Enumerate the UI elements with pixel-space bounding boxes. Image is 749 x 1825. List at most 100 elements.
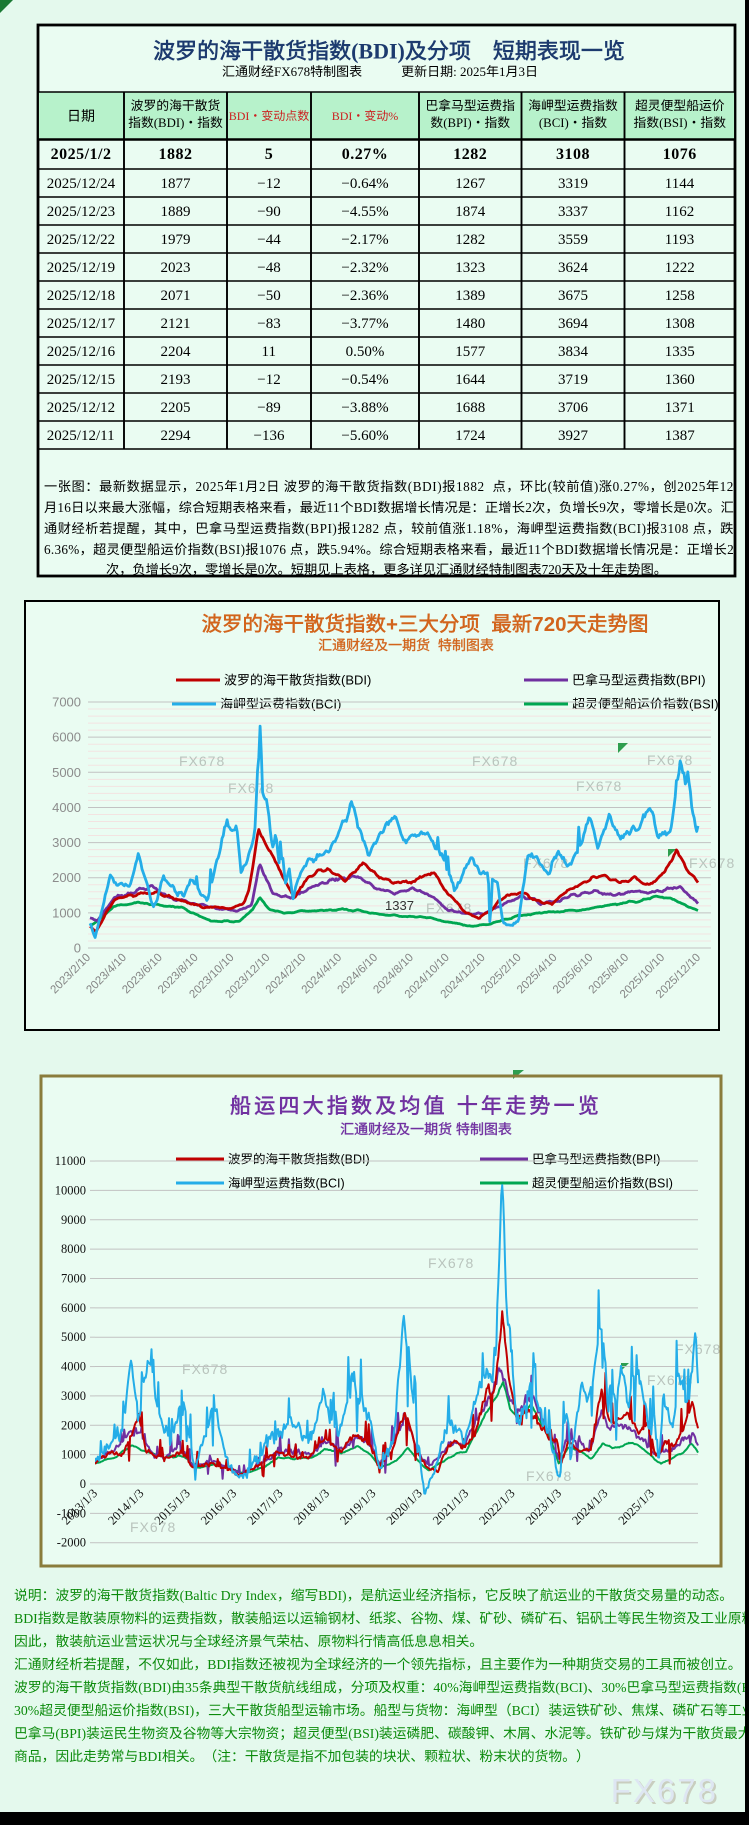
svg-text:3108: 3108 — [660, 521, 689, 536]
svg-text:3319: 3319 — [558, 176, 588, 192]
svg-text:1000: 1000 — [52, 905, 81, 920]
svg-text:4000: 4000 — [61, 1360, 86, 1374]
svg-text:1577: 1577 — [455, 344, 486, 360]
svg-text:(BSI): (BSI) — [164, 1703, 195, 1719]
svg-text:1889: 1889 — [161, 204, 191, 220]
svg-text:FX678: FX678 — [526, 1468, 572, 1484]
svg-text:−12: −12 — [257, 176, 280, 192]
svg-text:11: 11 — [528, 542, 541, 557]
svg-text:−2.32%: −2.32% — [341, 260, 388, 276]
svg-text:2071: 2071 — [161, 288, 191, 304]
svg-text:4000: 4000 — [52, 800, 81, 815]
svg-text:1.18%: 1.18% — [466, 521, 503, 536]
svg-text:BDI: BDI — [555, 542, 579, 557]
svg-text:0.27%: 0.27% — [613, 479, 650, 494]
svg-text:−48: −48 — [257, 260, 280, 276]
svg-text:FX678: FX678 — [179, 753, 225, 769]
svg-text:2025: 2025 — [677, 479, 706, 494]
svg-text:8000: 8000 — [61, 1242, 86, 1256]
svg-text:(BCI): (BCI) — [555, 1680, 587, 1696]
svg-text:−89: −89 — [257, 400, 280, 416]
svg-text:): ) — [594, 479, 599, 494]
svg-text:3000: 3000 — [61, 1389, 86, 1403]
svg-text:1323: 1323 — [455, 260, 485, 276]
svg-text:2205: 2205 — [161, 400, 191, 416]
svg-text:(BCI): (BCI) — [613, 521, 647, 536]
svg-text:1000: 1000 — [61, 1448, 86, 1462]
svg-text:+: + — [386, 613, 398, 636]
svg-text:2: 2 — [727, 542, 734, 557]
svg-text:(BDI): (BDI) — [154, 116, 185, 130]
svg-text:1337: 1337 — [385, 898, 414, 913]
svg-text:BDI: BDI — [14, 1611, 38, 1626]
svg-text:(BCI): (BCI) — [539, 116, 569, 130]
svg-text:−0.64%: −0.64% — [341, 176, 388, 192]
svg-text:BDI: BDI — [332, 109, 353, 123]
svg-text:0: 0 — [80, 1477, 86, 1491]
svg-text:2025: 2025 — [196, 479, 225, 494]
svg-text:1877: 1877 — [161, 176, 192, 192]
svg-text:30%: 30% — [601, 1680, 627, 1695]
svg-text:5.94%: 5.94% — [330, 542, 366, 557]
svg-text:0: 0 — [687, 500, 694, 515]
svg-text:2121: 2121 — [161, 316, 191, 332]
svg-text:3675: 3675 — [558, 288, 588, 304]
svg-text:2025/12/22: 2025/12/22 — [47, 232, 115, 248]
svg-text:35: 35 — [185, 1680, 199, 1695]
svg-text:BDI: BDI — [138, 1749, 162, 1764]
svg-text:3559: 3559 — [558, 232, 588, 248]
svg-text:−90: −90 — [257, 204, 280, 220]
svg-text:FX678: FX678 — [611, 1772, 718, 1809]
svg-text:−2.17%: −2.17% — [341, 232, 388, 248]
svg-text:1: 1 — [238, 479, 245, 494]
svg-text:2000: 2000 — [52, 870, 81, 885]
svg-text:2025/12/17: 2025/12/17 — [47, 316, 116, 332]
svg-text:5000: 5000 — [52, 765, 81, 780]
svg-text:1: 1 — [499, 64, 506, 79]
svg-text:FX678: FX678 — [130, 1519, 176, 1535]
svg-text:−44: −44 — [257, 232, 281, 248]
svg-text:11: 11 — [327, 500, 340, 515]
svg-text:6000: 6000 — [61, 1301, 86, 1315]
svg-text:12: 12 — [720, 479, 734, 494]
svg-text:1258: 1258 — [665, 288, 695, 304]
svg-text:2: 2 — [259, 479, 266, 494]
svg-text:(BPI): (BPI) — [55, 1726, 86, 1742]
svg-text:1282: 1282 — [455, 232, 485, 248]
svg-text:(BDI): (BDI) — [138, 1680, 171, 1696]
svg-text:2025/12/24: 2025/12/24 — [47, 176, 116, 192]
svg-text:2: 2 — [525, 500, 532, 515]
svg-text:6000: 6000 — [52, 730, 81, 745]
svg-text:2023: 2023 — [161, 260, 191, 276]
svg-text:(BPI): (BPI) — [632, 1152, 660, 1166]
svg-text:1282: 1282 — [453, 146, 487, 163]
svg-text:2025/12/18: 2025/12/18 — [47, 288, 115, 304]
svg-text:-2000: -2000 — [57, 1536, 86, 1550]
svg-text:2025/12/11: 2025/12/11 — [47, 428, 115, 444]
svg-text:1724: 1724 — [455, 428, 486, 444]
svg-text:16: 16 — [57, 500, 71, 515]
svg-text:3694: 3694 — [558, 316, 589, 332]
svg-text:−4.55%: −4.55% — [341, 204, 388, 220]
svg-text:3719: 3719 — [558, 372, 588, 388]
svg-text:1882: 1882 — [159, 146, 193, 163]
svg-text:2193: 2193 — [161, 372, 191, 388]
svg-text:1308: 1308 — [665, 316, 695, 332]
svg-text:1480: 1480 — [455, 316, 485, 332]
svg-text:BDI: BDI — [354, 500, 377, 515]
svg-text:1389: 1389 — [455, 288, 485, 304]
svg-text:−136: −136 — [254, 428, 285, 444]
svg-text:0: 0 — [74, 941, 81, 956]
svg-text:(BPI): (BPI) — [676, 673, 706, 688]
svg-text:2025/12/15: 2025/12/15 — [47, 372, 115, 388]
svg-text:(BPI): (BPI) — [443, 116, 471, 130]
svg-text:: 2025: : 2025 — [453, 64, 486, 79]
svg-text:-1000: -1000 — [57, 1506, 86, 1520]
svg-text:(Baltic Dry Index: (Baltic Dry Index — [180, 1588, 277, 1604]
svg-text:(BSI): (BSI) — [215, 542, 246, 557]
svg-text:FX678: FX678 — [576, 778, 622, 794]
svg-text:2000: 2000 — [61, 1418, 86, 1432]
svg-text:11: 11 — [262, 344, 276, 360]
svg-text:2025/12/23: 2025/12/23 — [47, 204, 115, 220]
svg-text:−2.36%: −2.36% — [341, 288, 388, 304]
